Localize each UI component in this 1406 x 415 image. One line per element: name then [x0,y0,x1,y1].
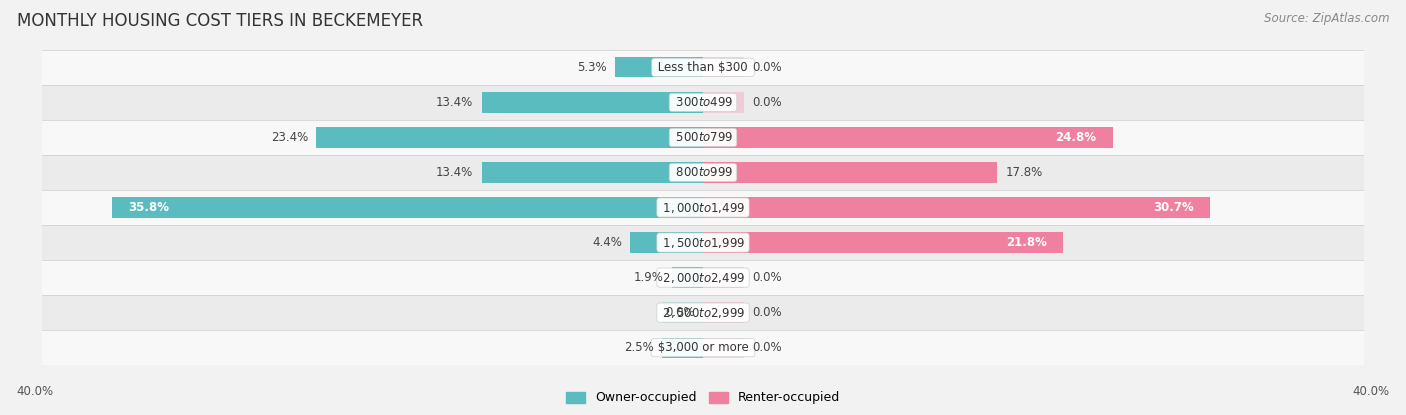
Text: 21.8%: 21.8% [1005,236,1046,249]
Text: $300 to $499: $300 to $499 [672,96,734,109]
Text: Less than $300: Less than $300 [654,61,752,74]
Text: $800 to $999: $800 to $999 [672,166,734,179]
Text: $1,000 to $1,499: $1,000 to $1,499 [659,200,747,215]
Text: 0.0%: 0.0% [752,96,782,109]
Bar [42,85,1364,120]
Bar [42,155,1364,190]
Text: 0.0%: 0.0% [752,61,782,74]
Text: 13.4%: 13.4% [436,166,474,179]
Text: 30.7%: 30.7% [1153,201,1194,214]
Bar [630,232,703,253]
Bar [703,92,744,112]
Bar [616,57,703,78]
Bar [662,337,703,358]
Bar [662,303,703,323]
Bar [703,267,744,288]
Text: $1,500 to $1,999: $1,500 to $1,999 [659,236,747,249]
Bar [42,295,1364,330]
Text: 4.4%: 4.4% [592,236,621,249]
Text: $500 to $799: $500 to $799 [672,131,734,144]
Bar [42,50,1364,85]
Text: 17.8%: 17.8% [1005,166,1043,179]
Text: 0.0%: 0.0% [665,306,695,319]
Bar [482,162,703,183]
Text: Source: ZipAtlas.com: Source: ZipAtlas.com [1264,12,1389,25]
Text: MONTHLY HOUSING COST TIERS IN BECKEMEYER: MONTHLY HOUSING COST TIERS IN BECKEMEYER [17,12,423,30]
Bar [703,303,744,323]
Text: $2,500 to $2,999: $2,500 to $2,999 [659,305,747,320]
Text: 40.0%: 40.0% [1353,386,1389,398]
Bar [703,337,744,358]
Text: 13.4%: 13.4% [436,96,474,109]
Text: 35.8%: 35.8% [128,201,169,214]
Bar [482,92,703,112]
Text: 23.4%: 23.4% [271,131,308,144]
Text: 24.8%: 24.8% [1054,131,1097,144]
Bar [42,330,1364,365]
Text: 2.5%: 2.5% [624,341,654,354]
Bar [703,198,1211,217]
Bar [42,120,1364,155]
Text: 5.3%: 5.3% [578,61,607,74]
Bar [42,260,1364,295]
Text: $3,000 or more: $3,000 or more [654,341,752,354]
Text: 1.9%: 1.9% [634,271,664,284]
Bar [316,127,703,148]
Bar [672,267,703,288]
Text: 0.0%: 0.0% [752,271,782,284]
Text: $2,000 to $2,499: $2,000 to $2,499 [659,271,747,285]
Bar [703,57,744,78]
Bar [703,127,1112,148]
Bar [42,225,1364,260]
Text: 40.0%: 40.0% [17,386,53,398]
Bar [42,190,1364,225]
Text: 0.0%: 0.0% [752,341,782,354]
Bar [111,198,703,217]
Bar [703,162,997,183]
Text: 0.0%: 0.0% [752,306,782,319]
Bar [703,232,1063,253]
Legend: Owner-occupied, Renter-occupied: Owner-occupied, Renter-occupied [561,386,845,410]
